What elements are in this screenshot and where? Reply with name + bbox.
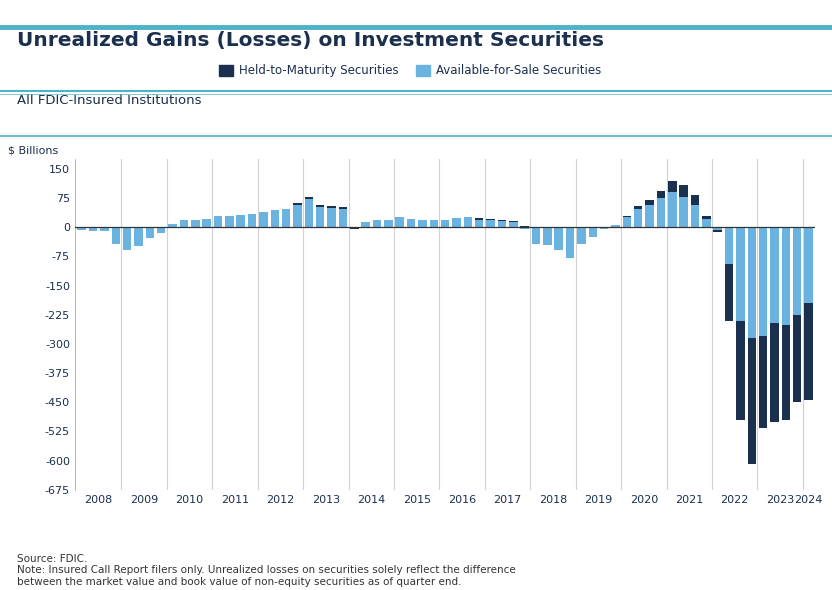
- Bar: [134, 227, 143, 246]
- Bar: [759, 336, 767, 428]
- Bar: [793, 315, 801, 402]
- Bar: [384, 219, 393, 227]
- Bar: [622, 216, 631, 217]
- Bar: [509, 221, 518, 222]
- Bar: [725, 227, 733, 264]
- Text: Unrealized Gains (Losses) on Investment Securities: Unrealized Gains (Losses) on Investment …: [17, 31, 604, 50]
- Bar: [475, 219, 483, 227]
- Bar: [441, 219, 449, 227]
- Bar: [588, 227, 597, 237]
- Bar: [327, 208, 336, 227]
- Bar: [202, 219, 210, 227]
- Bar: [770, 323, 779, 422]
- Bar: [554, 227, 563, 250]
- Bar: [259, 212, 268, 227]
- Bar: [191, 219, 200, 227]
- Bar: [316, 207, 324, 227]
- Bar: [146, 227, 154, 238]
- Bar: [339, 209, 347, 227]
- Bar: [453, 218, 461, 227]
- Bar: [486, 219, 495, 220]
- Legend: Held-to-Maturity Securities, Available-for-Sale Securities: Held-to-Maturity Securities, Available-f…: [214, 60, 607, 82]
- Bar: [736, 227, 745, 320]
- Bar: [236, 215, 245, 227]
- Bar: [781, 324, 790, 419]
- Bar: [680, 185, 688, 197]
- Bar: [77, 227, 86, 231]
- Bar: [498, 221, 506, 227]
- Bar: [713, 227, 722, 231]
- Bar: [736, 320, 745, 419]
- Bar: [293, 205, 302, 227]
- Bar: [702, 219, 711, 227]
- Bar: [429, 220, 438, 227]
- Bar: [668, 181, 676, 192]
- Bar: [725, 264, 733, 320]
- Bar: [566, 227, 574, 258]
- Bar: [180, 220, 188, 227]
- Bar: [248, 214, 256, 227]
- Bar: [100, 227, 109, 231]
- Bar: [373, 220, 381, 227]
- Bar: [475, 218, 483, 219]
- Bar: [316, 205, 324, 207]
- Bar: [520, 226, 529, 227]
- Bar: [282, 209, 290, 227]
- Bar: [622, 217, 631, 227]
- Bar: [532, 227, 540, 244]
- Bar: [293, 203, 302, 205]
- Bar: [486, 220, 495, 227]
- Bar: [770, 227, 779, 323]
- Bar: [668, 192, 676, 227]
- Bar: [805, 227, 813, 303]
- Bar: [305, 197, 313, 199]
- Bar: [543, 227, 552, 245]
- Text: All FDIC-Insured Institutions: All FDIC-Insured Institutions: [17, 94, 201, 107]
- Bar: [691, 195, 699, 205]
- Bar: [747, 338, 756, 464]
- Bar: [646, 200, 654, 205]
- Bar: [305, 199, 313, 227]
- Bar: [498, 219, 506, 221]
- Text: $ Billions: $ Billions: [8, 146, 58, 156]
- Text: Source: FDIC.
Note: Insured Call Report filers only. Unrealized losses on securi: Source: FDIC. Note: Insured Call Report …: [17, 554, 515, 587]
- Bar: [520, 227, 529, 230]
- Bar: [270, 210, 279, 227]
- Bar: [656, 198, 665, 227]
- Bar: [361, 222, 370, 227]
- Bar: [350, 227, 359, 230]
- Bar: [111, 227, 120, 244]
- Bar: [634, 209, 642, 227]
- Bar: [339, 206, 347, 209]
- Bar: [168, 224, 177, 227]
- Bar: [759, 227, 767, 336]
- Bar: [327, 206, 336, 208]
- Bar: [600, 227, 608, 230]
- Bar: [680, 197, 688, 227]
- Bar: [713, 231, 722, 232]
- Bar: [463, 217, 472, 227]
- Bar: [157, 227, 166, 233]
- Bar: [214, 217, 222, 227]
- Bar: [656, 191, 665, 198]
- Bar: [747, 227, 756, 338]
- Bar: [634, 206, 642, 209]
- Bar: [702, 216, 711, 219]
- Bar: [805, 303, 813, 400]
- Bar: [225, 217, 234, 227]
- Bar: [89, 227, 97, 231]
- Bar: [395, 217, 404, 227]
- Bar: [509, 222, 518, 227]
- Bar: [691, 205, 699, 227]
- Bar: [612, 225, 620, 227]
- Bar: [418, 219, 427, 227]
- Bar: [577, 227, 586, 244]
- Bar: [407, 219, 415, 227]
- Bar: [646, 205, 654, 227]
- Bar: [793, 227, 801, 315]
- Bar: [123, 227, 131, 250]
- Bar: [781, 227, 790, 324]
